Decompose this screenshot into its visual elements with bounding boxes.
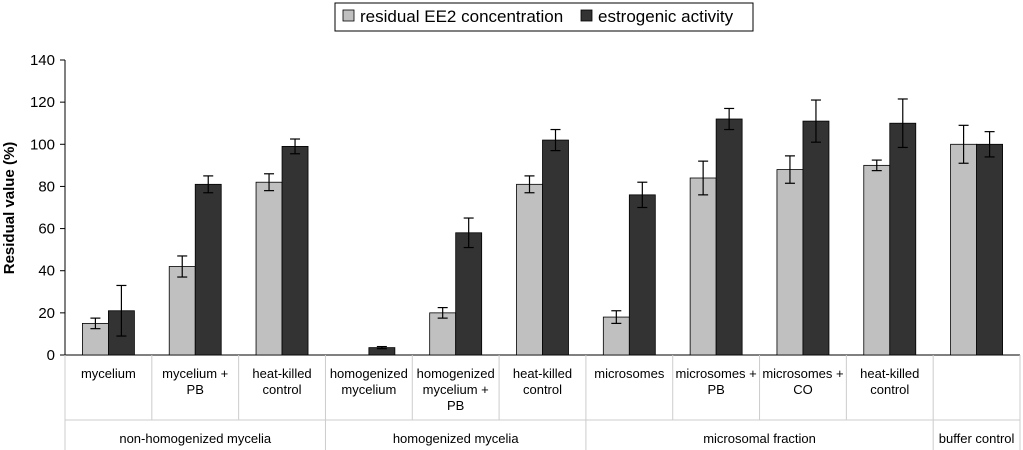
bar-residual [255, 181, 283, 356]
group-label: buffer control [939, 431, 1015, 446]
bar-estrogenic [889, 122, 917, 356]
bar-residual [950, 143, 977, 356]
group-label: homogenized mycelia [393, 431, 520, 446]
y-tick-label: 0 [47, 347, 55, 364]
bar-estrogenic [542, 139, 569, 356]
y-axis-label: Residual value (%) [1, 142, 18, 275]
category-label: homogenized [417, 366, 495, 381]
category-label: heat-killed [252, 366, 311, 381]
category-label: mycelium [81, 366, 136, 381]
category-label: CO [793, 382, 813, 397]
legend-label-residual: residual EE2 concentration [360, 7, 563, 26]
group-label: non-homogenized mycelia [119, 431, 272, 446]
y-tick-label: 80 [38, 178, 55, 195]
bar-estrogenic [715, 118, 743, 356]
legend-swatch-residual [342, 9, 355, 22]
bar-residual [516, 183, 543, 356]
bar-estrogenic [455, 232, 483, 356]
bar-estrogenic [281, 145, 309, 356]
y-tick-label: 40 [38, 263, 55, 280]
bar-estrogenic [628, 194, 656, 356]
bar-residual [689, 177, 717, 356]
category-label: control [523, 382, 562, 397]
category-label: heat-killed [860, 366, 919, 381]
category-label: PB [447, 398, 464, 413]
category-label: heat-killed [513, 366, 572, 381]
plot-area: 0 20 40 60 80 100 120 140 non-homogenized myceli… [30, 52, 1021, 450]
bar-residual [168, 266, 196, 356]
bar-residual [863, 164, 891, 356]
category-label: microsomes + [675, 366, 756, 381]
legend-label-estrogenic: estrogenic activity [598, 7, 734, 26]
bar-residual [429, 312, 457, 356]
category-label: mycelium + [423, 382, 489, 397]
category-label: microsomes [594, 366, 665, 381]
y-tick-label: 100 [30, 136, 55, 153]
category-label: homogenized [330, 366, 408, 381]
bar-estrogenic [976, 143, 1003, 356]
legend: residual EE2 concentration estrogenic ac… [334, 2, 754, 32]
bar-estrogenic [194, 183, 222, 356]
y-tick-label: 60 [38, 221, 55, 238]
bar-residual [776, 169, 804, 356]
y-tick-label: 140 [30, 52, 55, 69]
bar-estrogenic [802, 120, 830, 356]
category-label: PB [707, 382, 724, 397]
category-label: control [263, 382, 302, 397]
legend-swatch-estrogenic [580, 9, 593, 22]
category-label: control [870, 382, 909, 397]
y-tick-label: 20 [38, 305, 55, 322]
category-label: mycelium + [162, 366, 228, 381]
category-label: microsomes + [762, 366, 843, 381]
y-tick-label: 120 [30, 94, 55, 111]
legend-box [334, 2, 754, 32]
group-label: microsomal fraction [703, 431, 816, 446]
category-label: PB [187, 382, 204, 397]
category-label: mycelium [341, 382, 396, 397]
